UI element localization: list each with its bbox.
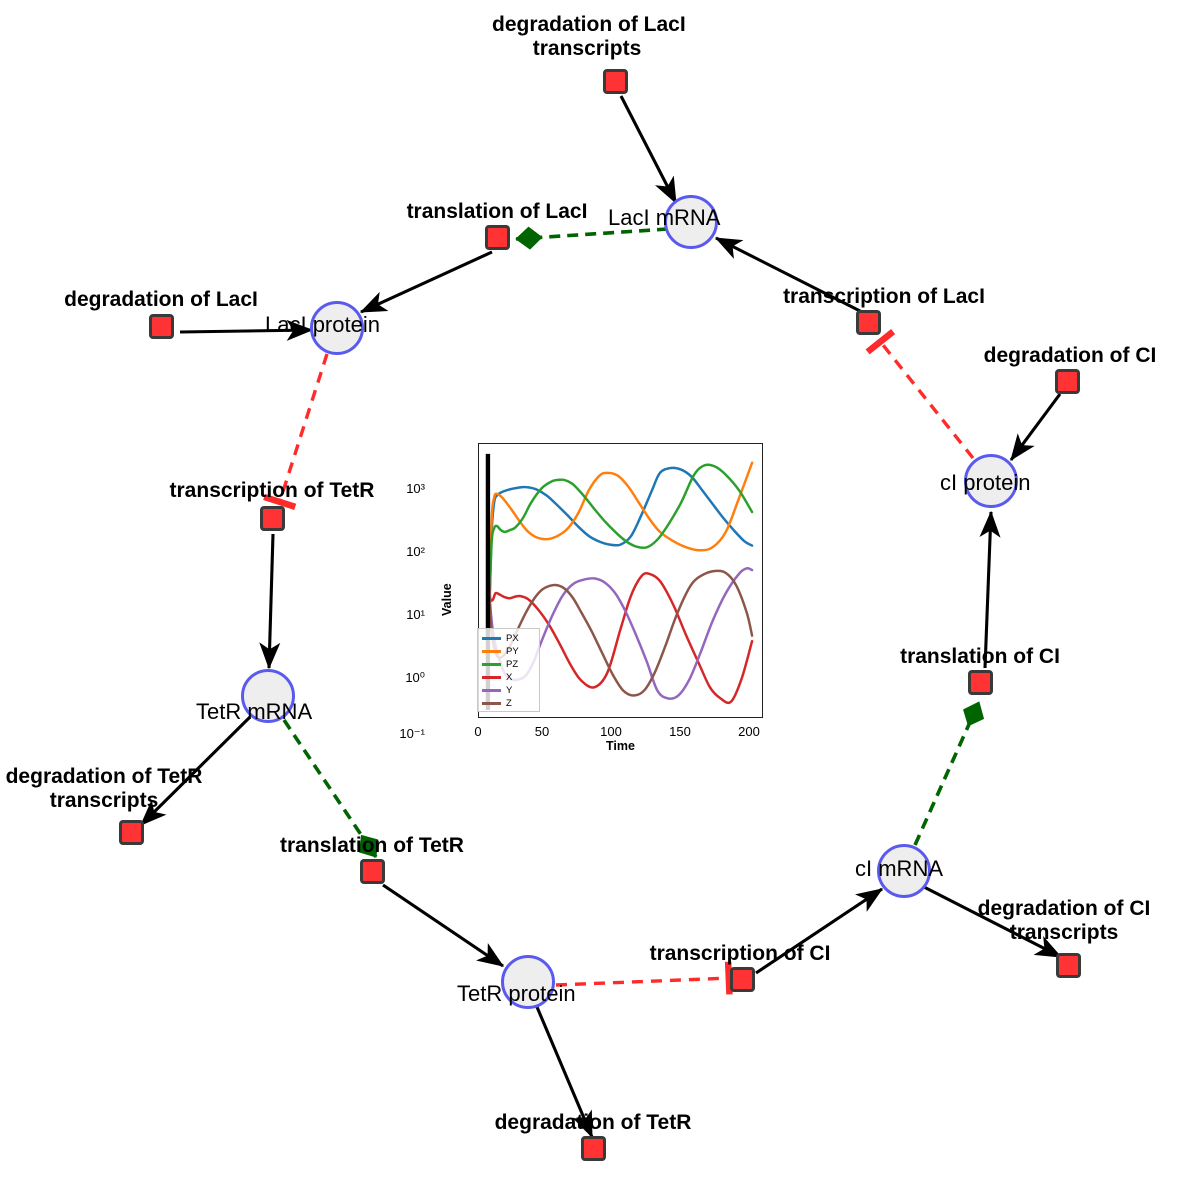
edge-activation <box>515 226 669 250</box>
species-node-laci_mrna[interactable] <box>664 195 718 249</box>
legend-item-PY: PY <box>480 645 537 658</box>
legend-item-Y: Y <box>480 684 537 697</box>
legend-swatch-Z <box>482 702 501 705</box>
legend-swatch-X <box>482 676 501 679</box>
edge-plain <box>714 236 863 314</box>
ytick-1000: 10³ <box>406 481 425 496</box>
legend-label-PZ: PZ <box>506 658 519 670</box>
reaction-label-deg_tetr: degradation of TetR <box>494 1111 692 1134</box>
reaction-node-transcription_laci[interactable] <box>855 309 881 335</box>
legend-label-PY: PY <box>506 645 519 657</box>
species-node-tetr_protein[interactable] <box>501 955 555 1009</box>
legend-item-Z: Z <box>480 697 537 710</box>
y-axis-label: Value <box>440 583 454 616</box>
reaction-label-translation_tetr: translation of TetR <box>280 834 464 857</box>
edge-inhibition <box>263 353 329 510</box>
species-node-ci_protein[interactable] <box>964 454 1018 508</box>
ytick-10: 10¹ <box>406 607 425 622</box>
species-node-ci_mrna[interactable] <box>877 844 931 898</box>
xtick-100: 100 <box>600 724 622 739</box>
plot-axes-frame <box>478 443 763 718</box>
reaction-node-translation_laci[interactable] <box>484 224 510 250</box>
reaction-node-transcription_ci[interactable] <box>729 966 755 992</box>
chart-legend: PX PY PZ X Y Z <box>477 628 540 712</box>
legend-item-PX: PX <box>480 632 537 645</box>
reaction-label-deg_ci: degradation of CI <box>983 344 1157 367</box>
reaction-node-deg_tetr[interactable] <box>580 1135 606 1161</box>
legend-label-Z: Z <box>506 697 512 709</box>
legend-label-X: X <box>506 671 513 683</box>
reaction-label-deg_ci_transcripts: degradation of CI transcripts <box>977 897 1151 944</box>
series-line-PX <box>487 466 754 627</box>
ytick-1: 10⁰ <box>405 670 425 685</box>
ytick-100: 10² <box>406 544 425 559</box>
species-label-laci_protein: LacI protein <box>265 312 380 337</box>
edge-plain <box>755 887 884 975</box>
ytick-0.1: 10⁻¹ <box>399 726 425 741</box>
series-line-PZ <box>487 463 754 627</box>
reaction-label-deg_laci: degradation of LacI <box>64 288 258 311</box>
reaction-node-deg_laci_transcripts[interactable] <box>602 68 628 94</box>
reaction-node-deg_laci[interactable] <box>148 313 174 339</box>
reaction-label-transcription_laci: transcription of LacI <box>783 285 985 308</box>
species-node-tetr_mrna[interactable] <box>241 669 295 723</box>
species-label-laci_mrna: LacI mRNA <box>608 205 721 230</box>
reaction-label-translation_laci: translation of LacI <box>406 200 588 223</box>
edge-plain <box>979 510 1001 669</box>
legend-swatch-PX <box>482 637 501 640</box>
series-line-X <box>487 572 754 705</box>
xtick-50: 50 <box>534 724 550 739</box>
reaction-label-transcription_ci: transcription of CI <box>649 942 831 965</box>
reaction-node-transcription_tetr[interactable] <box>259 505 285 531</box>
edge-inhibition <box>865 329 975 460</box>
edge-plain <box>359 250 493 314</box>
reaction-label-deg_laci_transcripts: degradation of LacI transcripts <box>492 13 686 60</box>
edge-activation <box>282 718 379 859</box>
edge-activation <box>913 701 985 846</box>
legend-swatch-Y <box>482 689 501 692</box>
legend-item-PZ: PZ <box>480 658 537 671</box>
species-label-tetr_mrna: TetR mRNA <box>196 699 313 724</box>
species-label-ci_mrna: cI mRNA <box>855 856 943 881</box>
x-axis-label: Time <box>606 739 635 753</box>
legend-item-X: X <box>480 671 537 684</box>
species-label-ci_protein: cI protein <box>940 470 1031 495</box>
reaction-label-transcription_tetr: transcription of TetR <box>169 479 375 502</box>
xtick-0: 0 <box>474 724 482 739</box>
xtick-150: 150 <box>669 724 691 739</box>
edge-inhibition <box>555 961 733 995</box>
legend-swatch-PY <box>482 650 501 653</box>
edge-plain <box>179 319 314 341</box>
reaction-node-deg_ci[interactable] <box>1054 368 1080 394</box>
legend-swatch-PZ <box>482 663 501 666</box>
reaction-label-translation_ci: translation of CI <box>900 645 1060 668</box>
edge-plain <box>259 533 281 670</box>
edge-plain <box>535 1006 594 1139</box>
species-node-laci_protein[interactable] <box>310 301 364 355</box>
reaction-node-deg_tetr_transcripts[interactable] <box>118 819 144 845</box>
edge-plain <box>382 883 505 968</box>
legend-label-Y: Y <box>506 684 513 696</box>
edge-plain <box>139 715 252 827</box>
edge-plain <box>923 885 1063 959</box>
reaction-label-deg_tetr_transcripts: degradation of TetR transcripts <box>5 765 203 812</box>
species-label-tetr_protein: TetR protein <box>457 981 576 1006</box>
timecourse-inset-plot: 10³ 10² 10¹ 10⁰ 10⁻¹ Value 0 50 100 150 … <box>399 436 768 753</box>
xtick-200: 200 <box>738 724 760 739</box>
reaction-node-translation_ci[interactable] <box>967 669 993 695</box>
edge-plain <box>1009 393 1062 461</box>
edge-plain <box>619 95 678 205</box>
legend-label-PX: PX <box>506 632 519 644</box>
reaction-node-deg_ci_transcripts[interactable] <box>1055 952 1081 978</box>
reaction-node-translation_tetr[interactable] <box>359 858 385 884</box>
series-line-PY <box>487 461 754 627</box>
